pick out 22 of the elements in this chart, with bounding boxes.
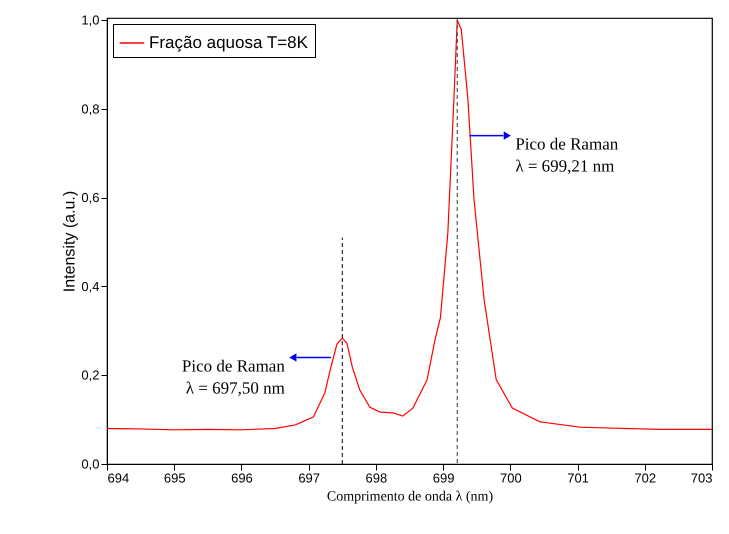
annotation: Pico de Raman λ = 699,21 nm	[515, 134, 619, 176]
y-tick-label: 0,2	[81, 368, 100, 383]
x-tick-label: 700	[500, 470, 522, 486]
x-tick-label: 703	[690, 470, 712, 486]
x-tick-label: 694	[108, 470, 130, 486]
y-tick-label: 0,4	[81, 278, 100, 294]
x-tick-label: 697	[298, 470, 320, 486]
legend-label: Fração aquosa T=8K	[149, 33, 309, 52]
x-tick-label: 698	[366, 470, 388, 486]
x-tick-label: 699	[432, 470, 454, 486]
x-tick-label: 696	[231, 470, 253, 486]
x-tick-label: 702	[634, 470, 656, 486]
y-tick-label: 0,6	[81, 190, 100, 206]
y-tick-label: 0,8	[81, 101, 100, 116]
y-tick-label: 1,0	[81, 12, 100, 28]
x-tick-label: 695	[164, 470, 186, 486]
x-tick-label: 701	[567, 470, 589, 486]
annotation: Pico de Raman λ = 697,50 nm	[182, 356, 286, 398]
line-series	[107, 20, 712, 430]
y-tick-label: 0,0	[81, 456, 100, 472]
y-axis-title: Intensity (a.u.)	[61, 190, 78, 292]
x-axis-title: Comprimento de onda λ (nm)	[326, 490, 494, 504]
